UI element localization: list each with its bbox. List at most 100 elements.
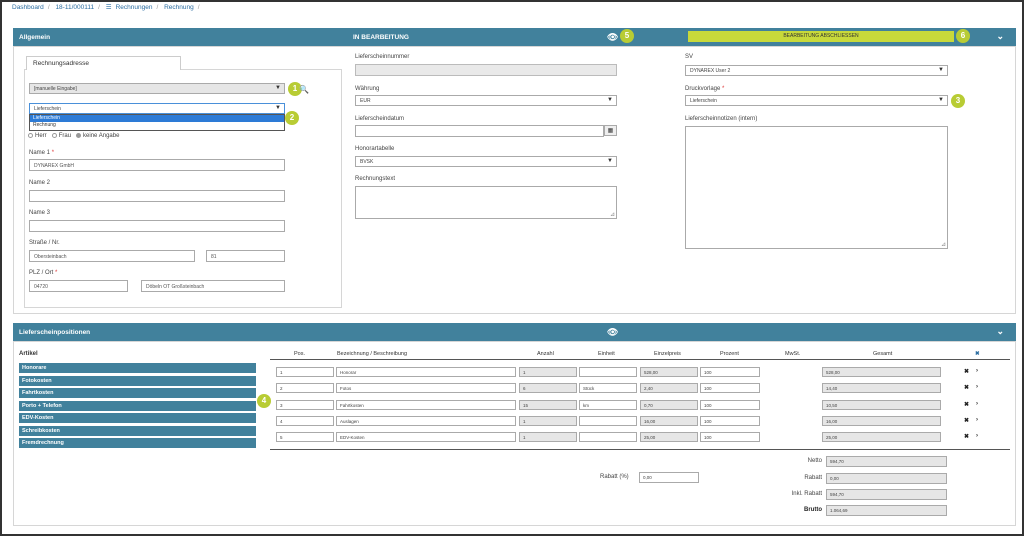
- col-pos: Pos.: [294, 351, 306, 357]
- row-1-price[interactable]: 528,00: [640, 367, 698, 377]
- row-4-pos[interactable]: 4: [276, 415, 334, 426]
- row-3-price[interactable]: 0,70: [640, 399, 698, 410]
- house-number-field[interactable]: 81: [206, 250, 285, 262]
- sv-label: SV: [685, 54, 694, 60]
- close-icon[interactable]: ✖: [964, 385, 970, 392]
- row-2-qty[interactable]: 6: [519, 383, 577, 394]
- row-3-total: 10,50: [822, 399, 941, 410]
- category-honorare[interactable]: Honorare: [19, 363, 256, 373]
- chevron-right-icon[interactable]: ›: [976, 433, 978, 440]
- category-fahrtkosten[interactable]: Fahrtkosten: [19, 388, 256, 398]
- category-schreibkosten[interactable]: Schreibkosten: [19, 426, 256, 436]
- zip-field[interactable]: 04720: [29, 280, 128, 292]
- clear-all-icon[interactable]: ✖: [975, 351, 980, 357]
- row-3-pos[interactable]: 3: [276, 399, 334, 410]
- street-field[interactable]: Obersteinbach: [29, 250, 195, 262]
- chevron-right-icon[interactable]: ›: [976, 368, 978, 374]
- close-icon[interactable]: ✖: [964, 434, 970, 441]
- name2-field[interactable]: [29, 190, 285, 202]
- row-3-unit[interactable]: km: [579, 399, 637, 410]
- category-porto[interactable]: Porto + Telefon: [19, 401, 256, 411]
- currency-select[interactable]: EUR ▼: [355, 95, 617, 106]
- row-4-total: 16,00: [822, 415, 941, 426]
- address-select[interactable]: [manuelle Eingabe] ▼: [29, 83, 285, 94]
- general-header: Allgemein IN BEARBEITUNG 👁 BEARBEITUNG A…: [13, 28, 1016, 46]
- search-icon[interactable]: 🔍: [299, 85, 309, 94]
- close-icon[interactable]: ✖: [964, 369, 970, 375]
- invoice-text-area[interactable]: ⊿: [355, 186, 617, 219]
- row-5-price[interactable]: 25,00: [640, 432, 698, 443]
- close-icon[interactable]: ✖: [964, 401, 970, 408]
- discount-label: Rabatt (%): [600, 474, 629, 480]
- date-label: Lieferscheindatum: [355, 116, 405, 122]
- sv-select[interactable]: DYNAREX User 2 ▼: [685, 65, 948, 76]
- close-icon[interactable]: ✖: [964, 417, 970, 424]
- type-option-rechnung[interactable]: Rechnung: [33, 122, 56, 128]
- col-percent: Prozent: [720, 351, 739, 357]
- badge-1: 1: [288, 82, 302, 96]
- row-5-qty[interactable]: 1: [519, 432, 577, 443]
- row-4-price[interactable]: 16,00: [640, 415, 698, 426]
- date-field[interactable]: [355, 125, 604, 137]
- radio-keine-angabe[interactable]: [76, 133, 82, 138]
- eye-icon[interactable]: 👁: [607, 32, 619, 42]
- tab-billing-address[interactable]: Rechnungsadresse: [26, 56, 181, 70]
- row-5-pct[interactable]: 100: [700, 432, 760, 443]
- row-4-pct[interactable]: 100: [700, 415, 760, 426]
- row-2-pct[interactable]: 100: [700, 383, 760, 394]
- chevron-right-icon[interactable]: ›: [976, 400, 978, 407]
- brutto-label: Brutto: [804, 507, 822, 513]
- row-5-unit[interactable]: [579, 432, 637, 443]
- row-1-qty[interactable]: 1: [519, 367, 577, 377]
- article-label: Artikel: [19, 351, 38, 357]
- row-2-unit[interactable]: Stück: [579, 383, 637, 394]
- breadcrumb-number[interactable]: 18-11/000111: [55, 4, 95, 11]
- chevron-down-icon[interactable]: ⌄: [996, 31, 1004, 41]
- chevron-down-icon[interactable]: ⌄: [996, 326, 1004, 336]
- row-2-price[interactable]: 2,40: [640, 383, 698, 394]
- row-1-unit[interactable]: [579, 367, 637, 377]
- fee-table-select[interactable]: BVSK ▼: [355, 156, 617, 167]
- row-5-pos[interactable]: 5: [276, 432, 334, 443]
- breadcrumb-invoice[interactable]: Rechnung: [164, 4, 194, 11]
- positions-header: Lieferscheinpositionen 👁 ⌄: [13, 323, 1016, 341]
- radio-herr[interactable]: [28, 133, 33, 138]
- row-1-desc[interactable]: Honorar: [336, 367, 516, 377]
- breadcrumb-dashboard[interactable]: Dashboard: [12, 4, 44, 11]
- type-option-lieferschein[interactable]: Lieferschein: [30, 115, 284, 122]
- city-field[interactable]: Döbeln OT Großsteinbach: [141, 280, 285, 292]
- name3-label: Name 3: [29, 210, 51, 216]
- row-4-qty[interactable]: 1: [519, 415, 577, 426]
- billing-address-panel: [24, 69, 342, 308]
- row-2-pos[interactable]: 2: [276, 383, 334, 394]
- row-4-unit[interactable]: [579, 415, 637, 426]
- chevron-right-icon[interactable]: ›: [976, 416, 978, 423]
- general-title: Allgemein: [19, 34, 51, 41]
- breadcrumb-invoices[interactable]: Rechnungen: [115, 4, 153, 11]
- calendar-icon[interactable]: ▦: [604, 125, 617, 136]
- discount-field[interactable]: 0,00: [639, 472, 699, 483]
- row-3-pct[interactable]: 100: [700, 399, 760, 410]
- type-select[interactable]: Lieferschein ▼: [29, 103, 285, 114]
- category-edv[interactable]: EDV-Kosten: [19, 413, 256, 423]
- category-fremdrechnung[interactable]: Fremdrechnung: [19, 438, 256, 448]
- row-3-qty[interactable]: 15: [519, 399, 577, 410]
- row-1-pos[interactable]: 1: [276, 367, 334, 377]
- print-template-select[interactable]: Lieferschein ▼: [685, 95, 948, 106]
- close-editing-button[interactable]: BEARBEITUNG ABSCHLIESSEN: [688, 31, 954, 42]
- chevron-right-icon[interactable]: ›: [976, 384, 978, 391]
- row-1-pct[interactable]: 100: [700, 367, 760, 377]
- eye-icon[interactable]: 👁: [607, 327, 619, 337]
- name1-label: Name 1 *: [29, 150, 55, 156]
- row-5-desc[interactable]: EDV-Kosten: [336, 432, 516, 443]
- category-fotokosten[interactable]: Fotokosten: [19, 376, 256, 386]
- name1-field[interactable]: DYNAREX GmbH: [29, 159, 285, 171]
- row-3-desc[interactable]: Fahrtkosten: [336, 399, 516, 410]
- notes-area[interactable]: ⊿: [685, 126, 948, 249]
- row-4-desc[interactable]: Auslagen: [336, 415, 516, 426]
- incl-discount-label: Inkl. Rabatt: [791, 491, 822, 497]
- row-2-desc[interactable]: Fotos: [336, 383, 516, 394]
- radio-frau[interactable]: [51, 133, 57, 138]
- print-template-label: Druckvorlage *: [685, 86, 725, 92]
- name3-field[interactable]: [29, 220, 285, 232]
